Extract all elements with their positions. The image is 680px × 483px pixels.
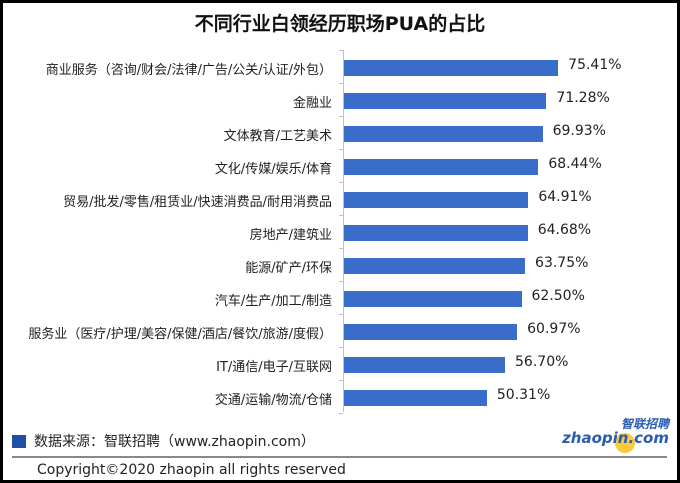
axis-tick: [339, 413, 343, 414]
value-label: 68.44%: [548, 156, 602, 172]
bar-row: 汽车/生产/加工/制造 62.50%: [3, 283, 677, 316]
bar-row: IT/通信/电子/互联网 56.70%: [3, 349, 677, 382]
legend-swatch: [12, 434, 26, 448]
chart-frame: 不同行业白领经历职场PUA的占比 商业服务（咨询/财会/法律/广告/公关/认证/…: [3, 3, 677, 480]
bar-row: 文化/传媒/娱乐/体育 68.44%: [3, 151, 677, 184]
axis-tick: [339, 182, 343, 183]
bar-row: 商业服务（咨询/财会/法律/广告/公关/认证/外包） 75.41%: [3, 52, 677, 85]
footer-divider: [12, 456, 667, 458]
category-label: 能源/矿产/环保: [245, 261, 332, 276]
bar-row: 交通/运输/物流/仓储 50.31%: [3, 382, 677, 415]
category-label: IT/通信/电子/互联网: [216, 360, 332, 375]
chart-title: 不同行业白领经历职场PUA的占比: [194, 13, 486, 35]
category-label: 贸易/批发/零售/租赁业/快速消费品/耐用消费品: [63, 195, 332, 210]
value-label: 63.75%: [535, 255, 589, 271]
value-label: 64.68%: [537, 222, 592, 238]
bar: [344, 93, 547, 109]
bar: [344, 324, 518, 340]
axis-tick: [339, 116, 343, 117]
bar: [344, 258, 526, 274]
category-label: 商业服务（咨询/财会/法律/广告/公关/认证/外包）: [45, 63, 332, 78]
bar: [344, 357, 506, 373]
axis-tick: [339, 215, 343, 216]
value-label: 71.28%: [556, 90, 610, 106]
axis-tick: [339, 50, 343, 51]
logo-dot-icon: [615, 433, 635, 453]
value-label: 60.97%: [527, 321, 581, 337]
bar-row: 文体教育/工艺美术 69.93%: [3, 118, 677, 151]
copyright-text: Copyright©2020 zhaopin all rights reserv…: [37, 462, 346, 478]
category-label: 服务业（医疗/护理/美容/保健/酒店/餐饮/旅游/度假）: [28, 327, 332, 342]
bar: [344, 390, 487, 406]
axis-tick: [339, 347, 343, 348]
category-label: 金融业: [292, 96, 332, 111]
axis-tick: [339, 248, 343, 249]
logo-cn-text: 智联招聘: [620, 417, 669, 431]
bar-row: 贸易/批发/零售/租赁业/快速消费品/耐用消费品 64.91%: [3, 184, 677, 217]
value-label: 69.93%: [552, 123, 606, 139]
bar: [344, 126, 543, 142]
source-legend: 数据来源：智联招聘（www.zhaopin.com）: [12, 431, 315, 451]
bar: [344, 291, 522, 307]
category-label: 交通/运输/物流/仓储: [214, 393, 332, 408]
axis-tick: [339, 149, 343, 150]
value-label: 56.70%: [515, 354, 569, 370]
category-label: 汽车/生产/加工/制造: [214, 294, 332, 309]
source-text: 数据来源：智联招聘（www.zhaopin.com）: [34, 434, 315, 450]
bar-row: 金融业 71.28%: [3, 85, 677, 118]
category-label: 文化/传媒/娱乐/体育: [214, 162, 332, 177]
axis-tick: [339, 380, 343, 381]
axis-tick: [339, 281, 343, 282]
bar: [344, 159, 539, 175]
value-label: 50.31%: [496, 387, 551, 403]
axis-tick: [339, 83, 343, 84]
category-label: 房地产/建筑业: [249, 228, 332, 243]
category-label: 文体教育/工艺美术: [223, 129, 332, 144]
zhaopin-logo: 智联招聘 zhaopin.com: [562, 415, 677, 453]
value-label: 64.91%: [538, 189, 592, 205]
bar: [344, 225, 528, 241]
value-label: 75.41%: [568, 57, 622, 73]
value-label: 62.50%: [531, 288, 585, 304]
bar: [344, 60, 559, 76]
bar-row: 能源/矿产/环保 63.75%: [3, 250, 677, 283]
logo-en-text: zhaopin.com: [562, 429, 669, 447]
bar-row: 服务业（医疗/护理/美容/保健/酒店/餐饮/旅游/度假） 60.97%: [3, 316, 677, 349]
y-axis-line: [343, 50, 344, 412]
bar-row: 房地产/建筑业 64.68%: [3, 217, 677, 250]
bar: [344, 192, 529, 208]
axis-tick: [339, 314, 343, 315]
